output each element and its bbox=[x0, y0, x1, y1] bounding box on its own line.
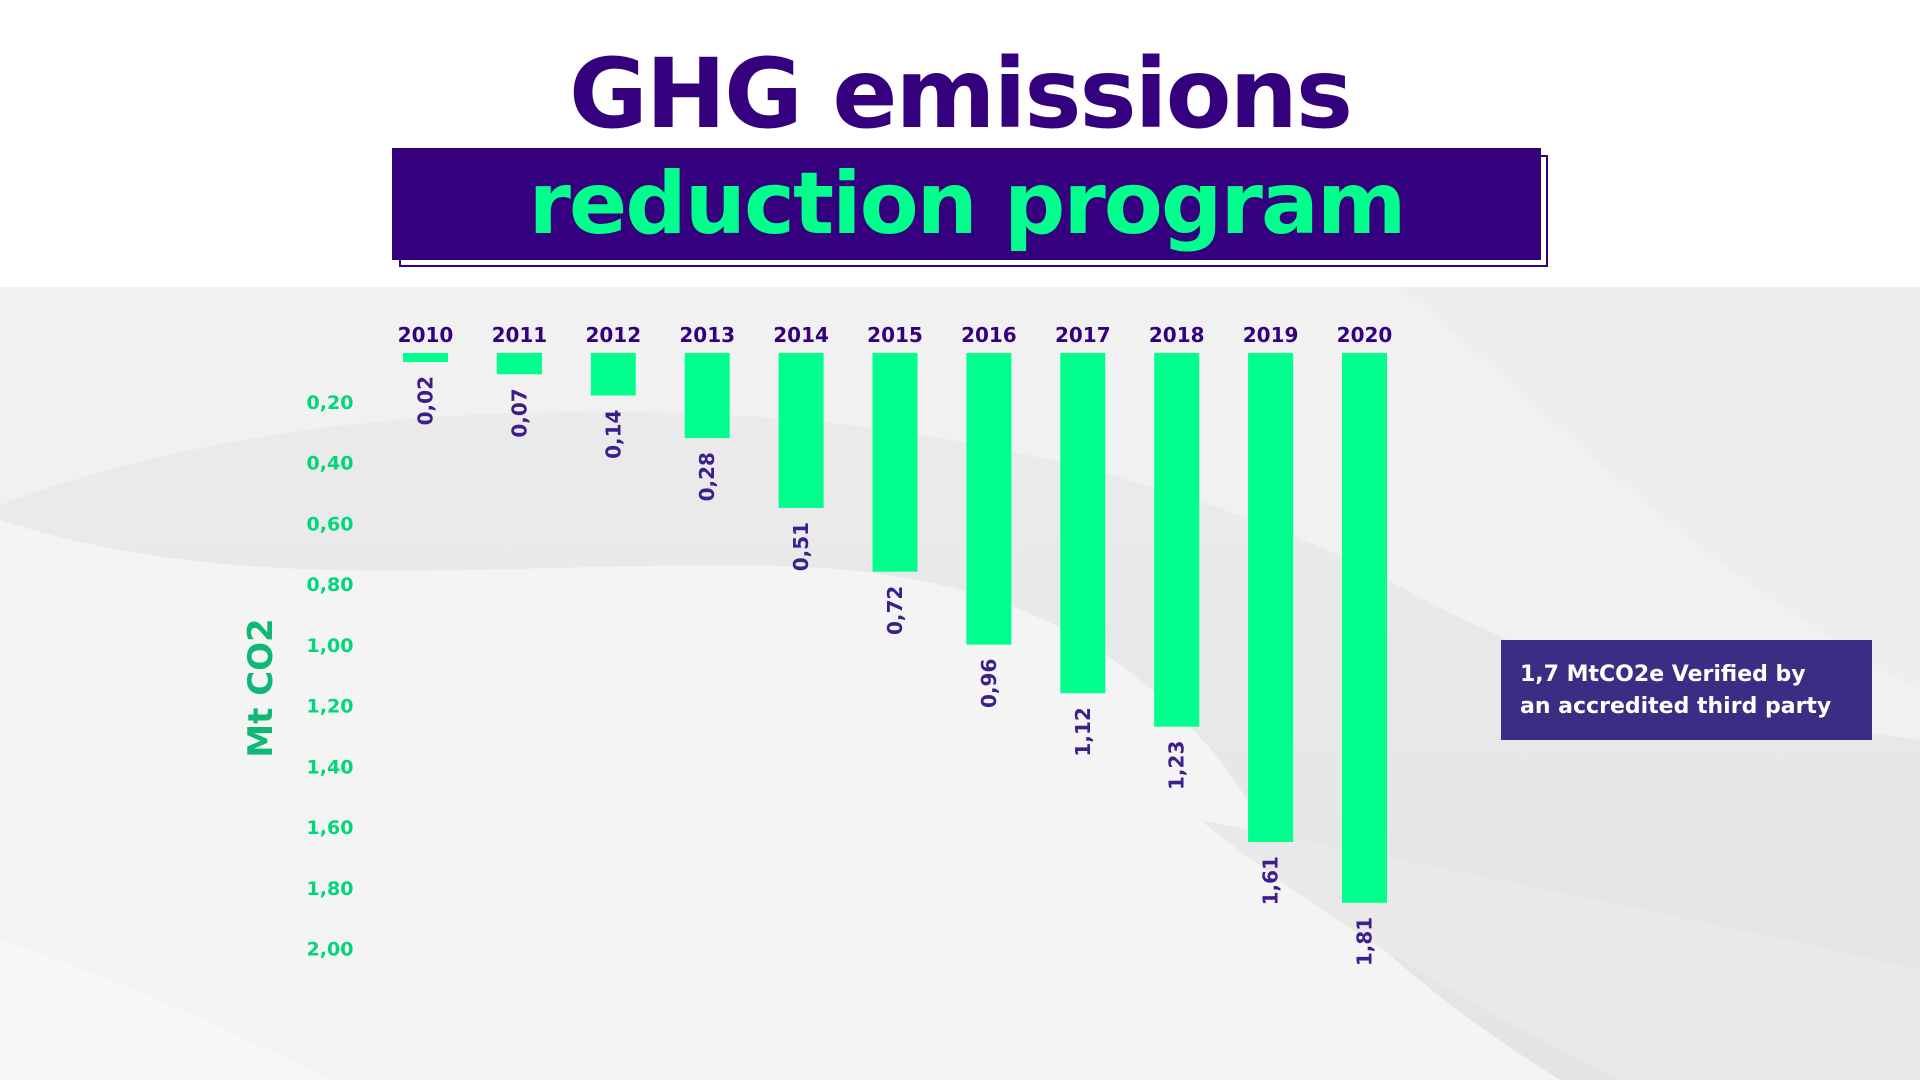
y-axis-title: Mt CO2 bbox=[241, 618, 281, 757]
y-axis-ticks: 0,20 0,40 0,60 0,80 1,00 1,20 1,40 1,60 1,80 2,00 bbox=[307, 392, 354, 961]
data-label: 0,28 bbox=[695, 452, 719, 501]
x-tick-label: 2011 bbox=[492, 323, 548, 347]
bar bbox=[403, 353, 448, 362]
note-line-2: an accredited third party bbox=[1520, 694, 1832, 719]
x-tick-label: 2014 bbox=[773, 323, 829, 347]
bar bbox=[1154, 353, 1200, 727]
x-tick-label: 2012 bbox=[585, 323, 641, 347]
data-label: 1,12 bbox=[1071, 707, 1095, 756]
x-tick-label: 2019 bbox=[1243, 323, 1299, 347]
y-tick-label: 0,60 bbox=[307, 513, 354, 535]
subtitle-banner: reduction program bbox=[392, 148, 1541, 260]
bar bbox=[778, 353, 824, 508]
data-label: 0,14 bbox=[601, 410, 625, 459]
data-label: 0,96 bbox=[977, 659, 1001, 708]
data-label: 1,61 bbox=[1259, 856, 1283, 905]
x-tick-label: 2016 bbox=[961, 323, 1017, 347]
x-tick-label: 2010 bbox=[398, 323, 454, 347]
data-label: 1,23 bbox=[1165, 741, 1189, 790]
bars-layer: 2010 0,02 2011 0,07 2012 0,14 2013 0,28 2014 0,51… bbox=[398, 323, 1393, 966]
y-tick-label: 2,00 bbox=[307, 939, 354, 961]
bar bbox=[966, 353, 1012, 645]
note-line-1: 1,7 MtCO2e Verified by bbox=[1520, 662, 1806, 687]
x-tick-label: 2013 bbox=[679, 323, 735, 347]
y-tick-label: 0,20 bbox=[307, 392, 354, 414]
y-tick-label: 1,80 bbox=[307, 878, 354, 900]
y-tick-label: 1,00 bbox=[307, 635, 354, 657]
x-tick-label: 2020 bbox=[1337, 323, 1393, 347]
data-label: 0,51 bbox=[789, 522, 813, 571]
bar bbox=[1060, 353, 1106, 694]
data-label: 0,72 bbox=[883, 586, 907, 635]
x-tick-label: 2015 bbox=[867, 323, 923, 347]
bar bbox=[1248, 353, 1294, 843]
data-label: 0,02 bbox=[414, 376, 438, 425]
y-tick-label: 0,40 bbox=[307, 453, 354, 475]
data-label: 1,81 bbox=[1353, 917, 1377, 966]
data-label: 0,07 bbox=[507, 388, 531, 437]
page-title: GHG emissions bbox=[568, 38, 1353, 150]
bar bbox=[590, 353, 636, 396]
x-tick-label: 2017 bbox=[1055, 323, 1111, 347]
y-tick-label: 0,80 bbox=[307, 574, 354, 596]
bar bbox=[496, 353, 542, 375]
page-subtitle: reduction program bbox=[528, 154, 1406, 254]
y-tick-label: 1,60 bbox=[307, 817, 354, 839]
verification-note: 1,7 MtCO2e Verified by an accredited thi… bbox=[1501, 640, 1872, 740]
y-tick-label: 1,20 bbox=[307, 696, 354, 718]
bar bbox=[872, 353, 918, 572]
y-tick-label: 1,40 bbox=[307, 756, 354, 778]
x-tick-label: 2018 bbox=[1149, 323, 1205, 347]
bar bbox=[1342, 353, 1387, 903]
bar bbox=[684, 353, 730, 439]
